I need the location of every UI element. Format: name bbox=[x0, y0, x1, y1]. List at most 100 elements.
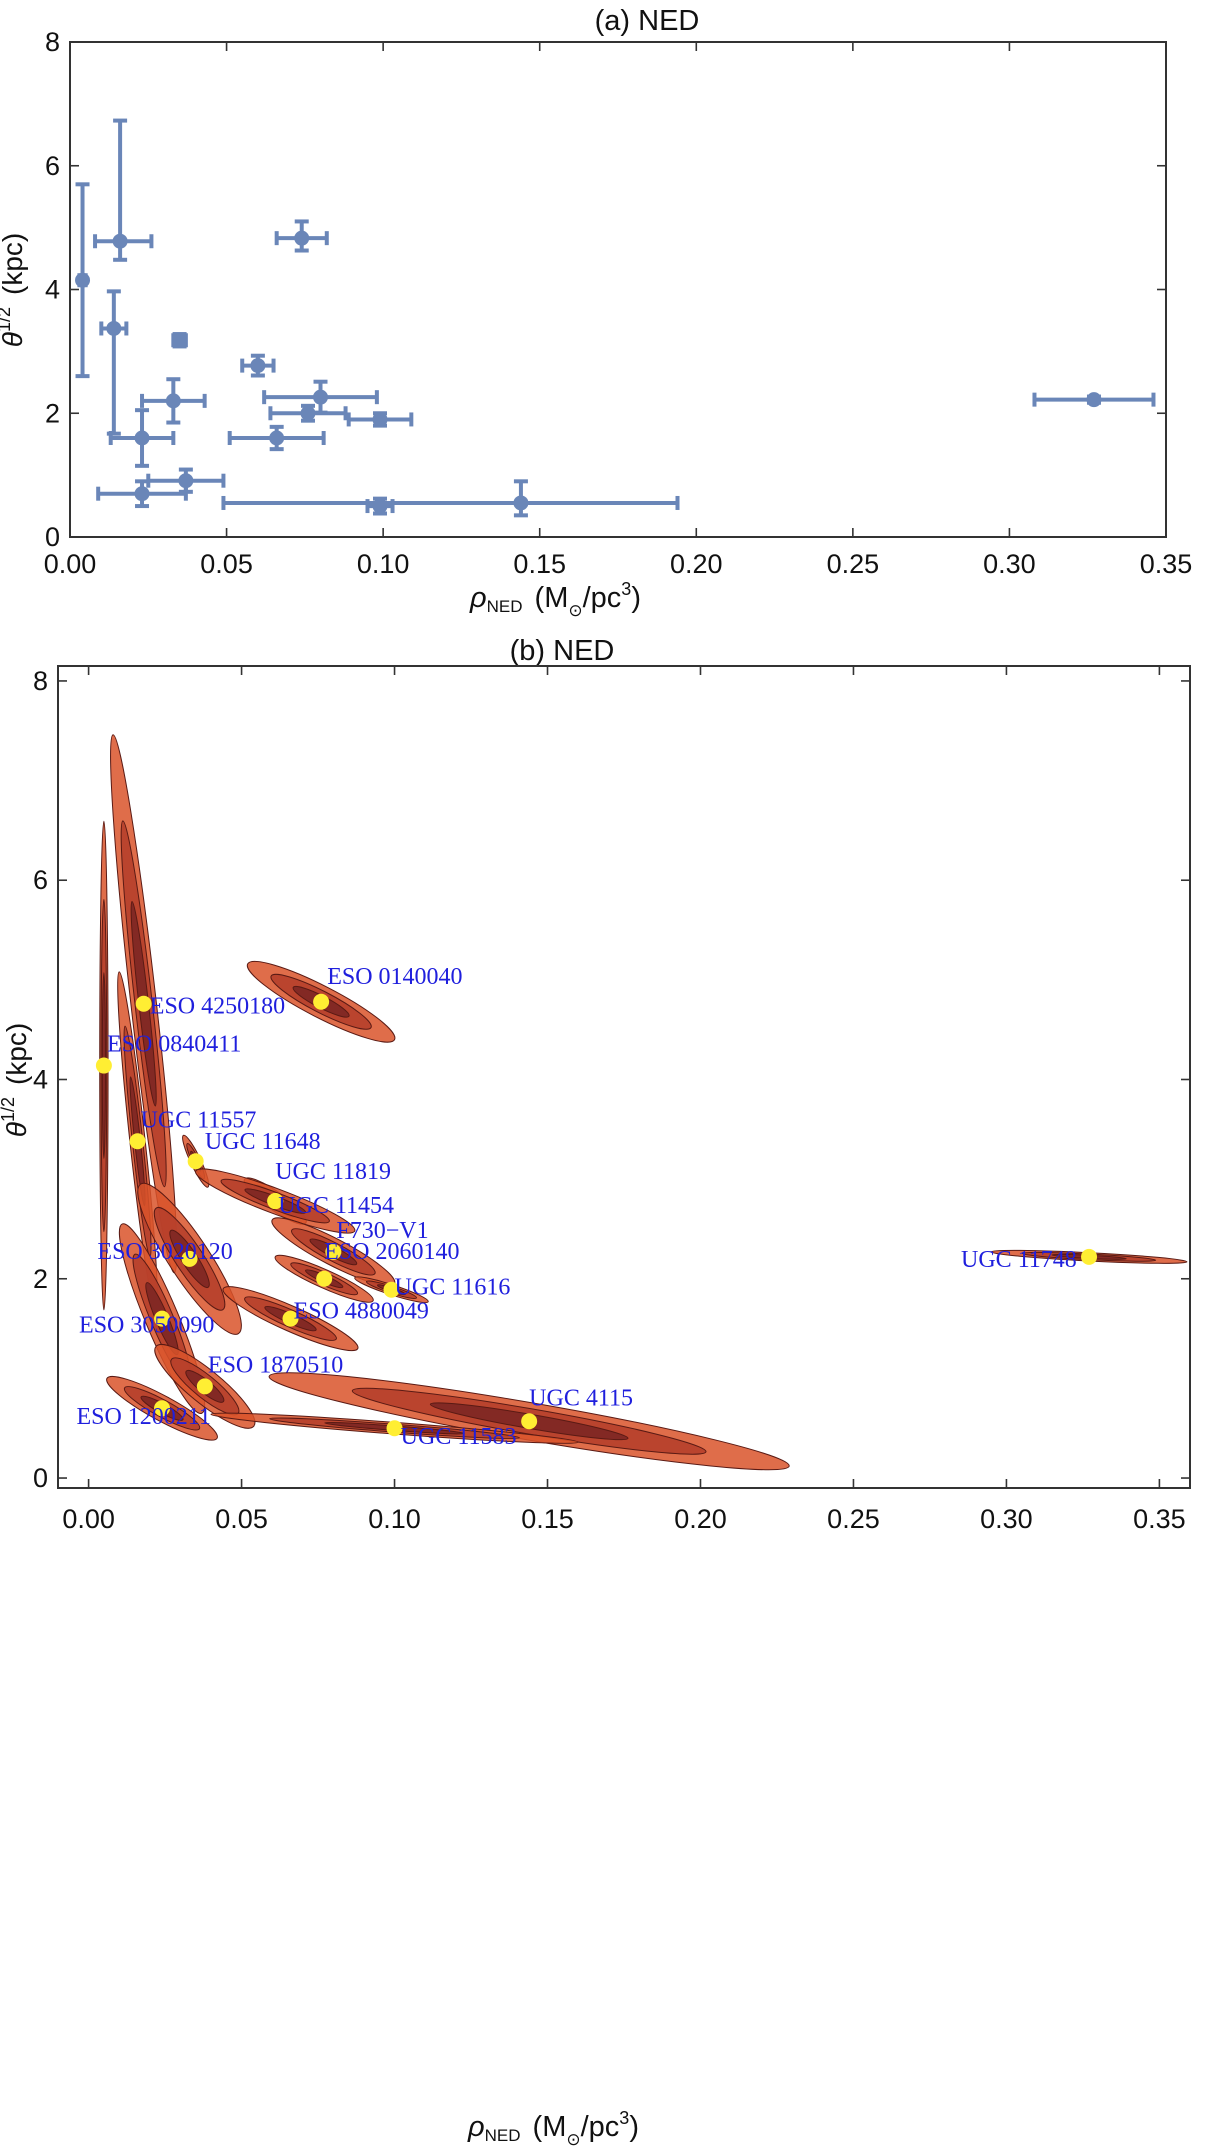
panel-a-xtick-label: 0.25 bbox=[827, 549, 880, 579]
panel-b-xtick-label: 0.05 bbox=[215, 1504, 268, 1534]
galaxy-point bbox=[181, 1250, 198, 1267]
panel-a: (a) NED 0.00 0.05 0.10 0.15 0.20 0.25 0.30 0.35… bbox=[0, 5, 1192, 620]
panel-b-xlabel-unit-sup: 3 bbox=[619, 2108, 629, 2128]
panel-a-ytick-label: 0 bbox=[45, 522, 60, 552]
galaxy-point bbox=[1081, 1248, 1098, 1265]
panel-b-xlabel-sub: NED bbox=[485, 2126, 521, 2145]
panel-b-xlabel-unit-close: ) bbox=[629, 2111, 639, 2143]
panel-a-xlabel-main: ρ bbox=[469, 582, 487, 614]
panel-a-xlabel-unit-sub: ⊙ bbox=[568, 601, 582, 620]
panel-a-data-points bbox=[75, 118, 1156, 518]
galaxy-point bbox=[267, 1193, 284, 1210]
galaxy-label: ESO 1200211 bbox=[76, 1404, 210, 1430]
point-marker bbox=[294, 230, 310, 246]
data-point bbox=[365, 496, 395, 516]
galaxy-label: UGC 11557 bbox=[141, 1107, 257, 1133]
galaxy-label: UGC 11454 bbox=[278, 1193, 394, 1219]
panel-a-xtick-label: 0.35 bbox=[1140, 549, 1193, 579]
panel-b-galaxy-labels: ESO 0140040 ESO 4250180 ESO 0840411 UGC 115… bbox=[76, 964, 1098, 1450]
data-point bbox=[99, 289, 129, 436]
panel-a-xtick-label: 0.15 bbox=[513, 549, 566, 579]
panel-b-xlabel-unit-pre: (M bbox=[533, 2111, 567, 2143]
data-point bbox=[171, 332, 188, 349]
galaxy-label: UGC 11819 bbox=[275, 1159, 391, 1185]
data-point bbox=[140, 377, 207, 425]
panel-b-xtick-label: 0.10 bbox=[368, 1504, 421, 1534]
panel-b-plot-frame bbox=[57, 665, 1191, 1489]
data-point bbox=[346, 411, 414, 428]
galaxy-label: UGC 11616 bbox=[395, 1275, 511, 1301]
panel-a-xtick-label: 0.05 bbox=[200, 549, 253, 579]
data-point bbox=[240, 353, 276, 378]
point-marker bbox=[106, 320, 122, 336]
galaxy-point bbox=[129, 1133, 146, 1150]
point-marker bbox=[269, 430, 285, 446]
panel-b-ticks: 0.00 0.05 0.10 0.15 0.20 0.25 0.30 0.35 0 2 4 6 8 bbox=[33, 666, 1190, 1534]
panel-b-title: (b) NED bbox=[510, 635, 615, 667]
panel-b-xtick-label: 0.20 bbox=[674, 1504, 727, 1534]
panel-a-x-axis-label: ρNED (M⊙/pc3) bbox=[469, 579, 641, 620]
data-point bbox=[1032, 392, 1156, 408]
panel-a-xlabel-unit-sup: 3 bbox=[621, 579, 631, 599]
galaxy-point bbox=[386, 1420, 403, 1437]
panel-a-xlabel-unit-pre: (M bbox=[535, 582, 569, 614]
galaxy-point bbox=[521, 1413, 538, 1430]
galaxy-point bbox=[325, 1243, 342, 1260]
panel-b-xtick-label: 0.00 bbox=[62, 1504, 115, 1534]
panel-b-x-axis-label: ρNED (M⊙/pc3) bbox=[467, 2108, 639, 2149]
panel-b-ytick-label: 8 bbox=[33, 666, 48, 696]
galaxy-point bbox=[383, 1281, 400, 1298]
panel-a-xlabel-unit-close: ) bbox=[631, 582, 641, 614]
panel-a-ytick-label: 2 bbox=[45, 398, 60, 428]
data-point bbox=[96, 479, 188, 509]
galaxy-point bbox=[313, 993, 330, 1010]
panel-b-ylabel-sup: 1/2 bbox=[0, 1097, 18, 1122]
point-marker bbox=[172, 332, 188, 348]
panel-a-xtick-label: 0.10 bbox=[357, 549, 410, 579]
panel-b-ytick-label: 4 bbox=[33, 1064, 48, 1094]
svg-text:ρNED(M⊙/pc3): ρNED (M⊙/pc3) bbox=[467, 2108, 639, 2149]
svg-text:ρNED(M⊙/pc3): ρNED (M⊙/pc3) bbox=[469, 579, 641, 620]
panel-a-xlabel-sub: NED bbox=[487, 597, 523, 616]
galaxy-label: UGC 11583 bbox=[401, 1424, 517, 1450]
panel-a-ylabel-main: θ bbox=[0, 332, 28, 347]
data-point bbox=[221, 479, 680, 518]
point-marker bbox=[372, 411, 388, 427]
point-marker bbox=[300, 405, 316, 421]
galaxy-label: ESO 1870510 bbox=[208, 1352, 343, 1378]
point-marker bbox=[1086, 392, 1102, 408]
point-marker bbox=[165, 393, 181, 409]
galaxy-label: F730−V1 bbox=[336, 1218, 428, 1244]
panel-a-y-axis-label: θ1/2 (kpc) bbox=[0, 233, 28, 347]
galaxy-label: UGC 11748 bbox=[961, 1247, 1077, 1273]
panel-a-ytick-label: 4 bbox=[45, 275, 60, 305]
galaxy-point bbox=[154, 1400, 171, 1417]
panel-a-ticks: 0.00 0.05 0.10 0.15 0.20 0.25 0.30 0.35 0 2 4 6 8 bbox=[44, 27, 1193, 579]
panel-b-xtick-label: 0.25 bbox=[827, 1504, 880, 1534]
panel-b-xlabel-unit-post: /pc bbox=[581, 2111, 620, 2143]
galaxy-point bbox=[282, 1310, 299, 1327]
point-marker bbox=[372, 498, 388, 514]
galaxy-point bbox=[196, 1378, 213, 1395]
panel-b-xlabel-unit-sub: ⊙ bbox=[566, 2130, 580, 2149]
svg-text:θ1/2(kpc): θ1/2 (kpc) bbox=[0, 1023, 32, 1137]
galaxy-label: ESO 4880049 bbox=[294, 1299, 429, 1325]
panel-a-plot-frame bbox=[69, 41, 1167, 538]
galaxy-point bbox=[135, 995, 152, 1012]
point-marker bbox=[75, 272, 91, 288]
data-point bbox=[268, 403, 348, 423]
galaxy-point bbox=[187, 1153, 204, 1170]
panel-a-title: (a) NED bbox=[595, 5, 700, 37]
panel-b: (b) NED 0.00 0.05 0.10 0.15 0.20 0.25 0.30 0.35… bbox=[0, 635, 1191, 2149]
panel-b-ytick-label: 6 bbox=[33, 865, 48, 895]
galaxy-point bbox=[95, 1057, 112, 1074]
data-point bbox=[227, 424, 326, 452]
galaxy-point bbox=[316, 1270, 333, 1287]
panel-b-ylabel-main: θ bbox=[1, 1122, 32, 1137]
data-point bbox=[75, 182, 91, 379]
panel-b-xlabel-main: ρ bbox=[467, 2111, 485, 2143]
panel-a-ytick-label: 8 bbox=[45, 27, 60, 57]
panel-a-xtick-label: 0.00 bbox=[44, 549, 97, 579]
panel-b-ytick-label: 2 bbox=[33, 1264, 48, 1294]
